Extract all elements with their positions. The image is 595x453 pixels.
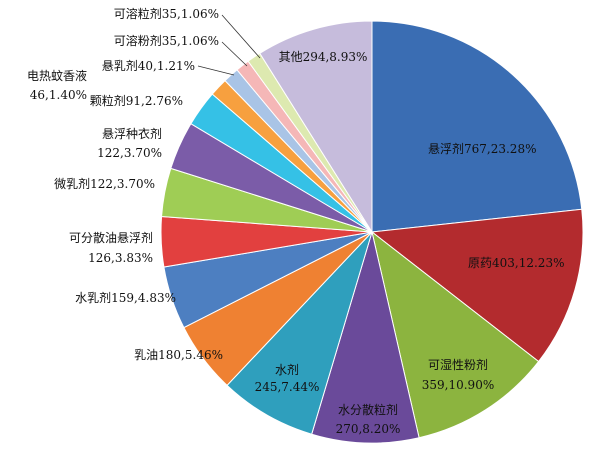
leader-line-12	[197, 65, 235, 76]
slice-label-14: 可溶粒剂35,1.06%	[114, 6, 219, 21]
slice-label-2-line1: 359,10.90%	[422, 378, 494, 392]
slice-label-5: 乳油180,5.46%	[134, 348, 223, 362]
slice-label-15: 其他294,8.93%	[279, 50, 368, 64]
slice-label-7-line0: 可分散油悬浮剂	[69, 230, 153, 245]
slice-label-9-line0: 悬浮种衣剂	[102, 126, 162, 141]
leader-line-13	[221, 41, 248, 67]
slice-label-3-line1: 270,8.20%	[336, 422, 401, 436]
slice-label-1: 原药403,12.23%	[468, 256, 564, 270]
slice-label-11-line1: 46,1.40%	[30, 88, 87, 102]
pie-slice-4	[226, 231, 373, 435]
pie-slice-1	[370, 208, 584, 363]
slice-label-4-line1: 245,7.44%	[255, 380, 320, 394]
pie-slice-2	[371, 230, 540, 439]
pie-slices	[160, 20, 584, 444]
pie-slice-3	[311, 230, 420, 444]
slice-label-7-line1: 126,3.83%	[88, 251, 153, 265]
slice-label-0: 悬浮剂767,23.28%	[428, 141, 536, 156]
slice-label-6: 水乳剂159,4.83%	[75, 290, 176, 305]
slice-label-11-line0: 电热蚊香液	[27, 68, 87, 83]
pie-slice-0	[371, 20, 583, 233]
slice-label-3-line0: 水分散粒剂	[338, 402, 398, 417]
pie-slice-15	[259, 20, 373, 234]
slice-label-12: 悬乳剂40,1.21%	[102, 58, 195, 73]
slice-label-2-line0: 可湿性粉剂	[428, 357, 488, 372]
slice-label-8: 微乳剂122,3.70%	[54, 176, 155, 191]
slice-label-13: 可溶粉剂35,1.06%	[114, 33, 219, 48]
slice-label-4-line0: 水剂	[275, 362, 299, 377]
slice-label-9-line1: 122,3.70%	[97, 146, 162, 160]
slice-labels: 悬浮剂767,23.28% 原药403,12.23% 可湿性粉剂 359,10.90%…	[27, 6, 565, 436]
slice-label-10: 颗粒剂91,2.76%	[90, 93, 183, 108]
leader-lines	[197, 14, 261, 76]
leader-line-14	[221, 14, 261, 59]
